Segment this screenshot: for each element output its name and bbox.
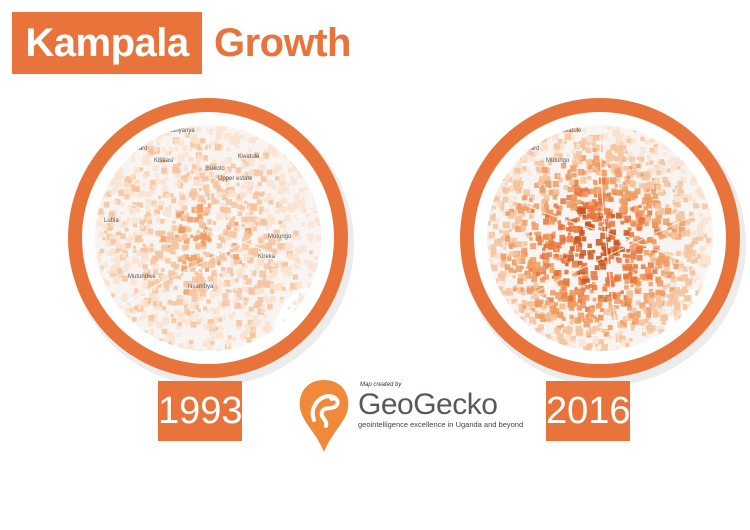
place-label: Kwatule xyxy=(560,128,582,134)
logo-name: GeoGecko xyxy=(358,388,498,421)
place-label: Bukoto xyxy=(206,166,225,172)
place-label: Mutungo xyxy=(546,158,570,164)
place-label: Kireka xyxy=(258,254,276,260)
place-label: Lubia xyxy=(104,218,119,224)
logo-credit: Map created by xyxy=(360,382,402,388)
map-2016: Kazo WardKwatuleMutungo xyxy=(450,88,750,388)
title-rest: Growth xyxy=(214,21,351,65)
place-label: Kanyanya xyxy=(168,128,195,134)
logo-tagline: geointelligence excellence in Uganda and… xyxy=(358,420,524,429)
map-1993: Kazo WardKanyanyaKisaasiKwatuleBukotoUpp… xyxy=(58,88,358,388)
place-label: Nsambya xyxy=(188,284,214,290)
place-label: Kwatule xyxy=(238,154,260,160)
title-highlight: Kampala xyxy=(12,12,202,74)
year-label-2016: 2016 xyxy=(546,381,631,441)
gecko-pin-icon xyxy=(299,380,349,452)
place-label: Kisaasi xyxy=(154,158,173,164)
place-label: Mutundwe xyxy=(128,274,156,280)
year-label-1993: 1993 xyxy=(158,381,243,441)
place-label: Mutungo xyxy=(268,234,292,240)
place-label: Upper estate xyxy=(218,176,253,182)
